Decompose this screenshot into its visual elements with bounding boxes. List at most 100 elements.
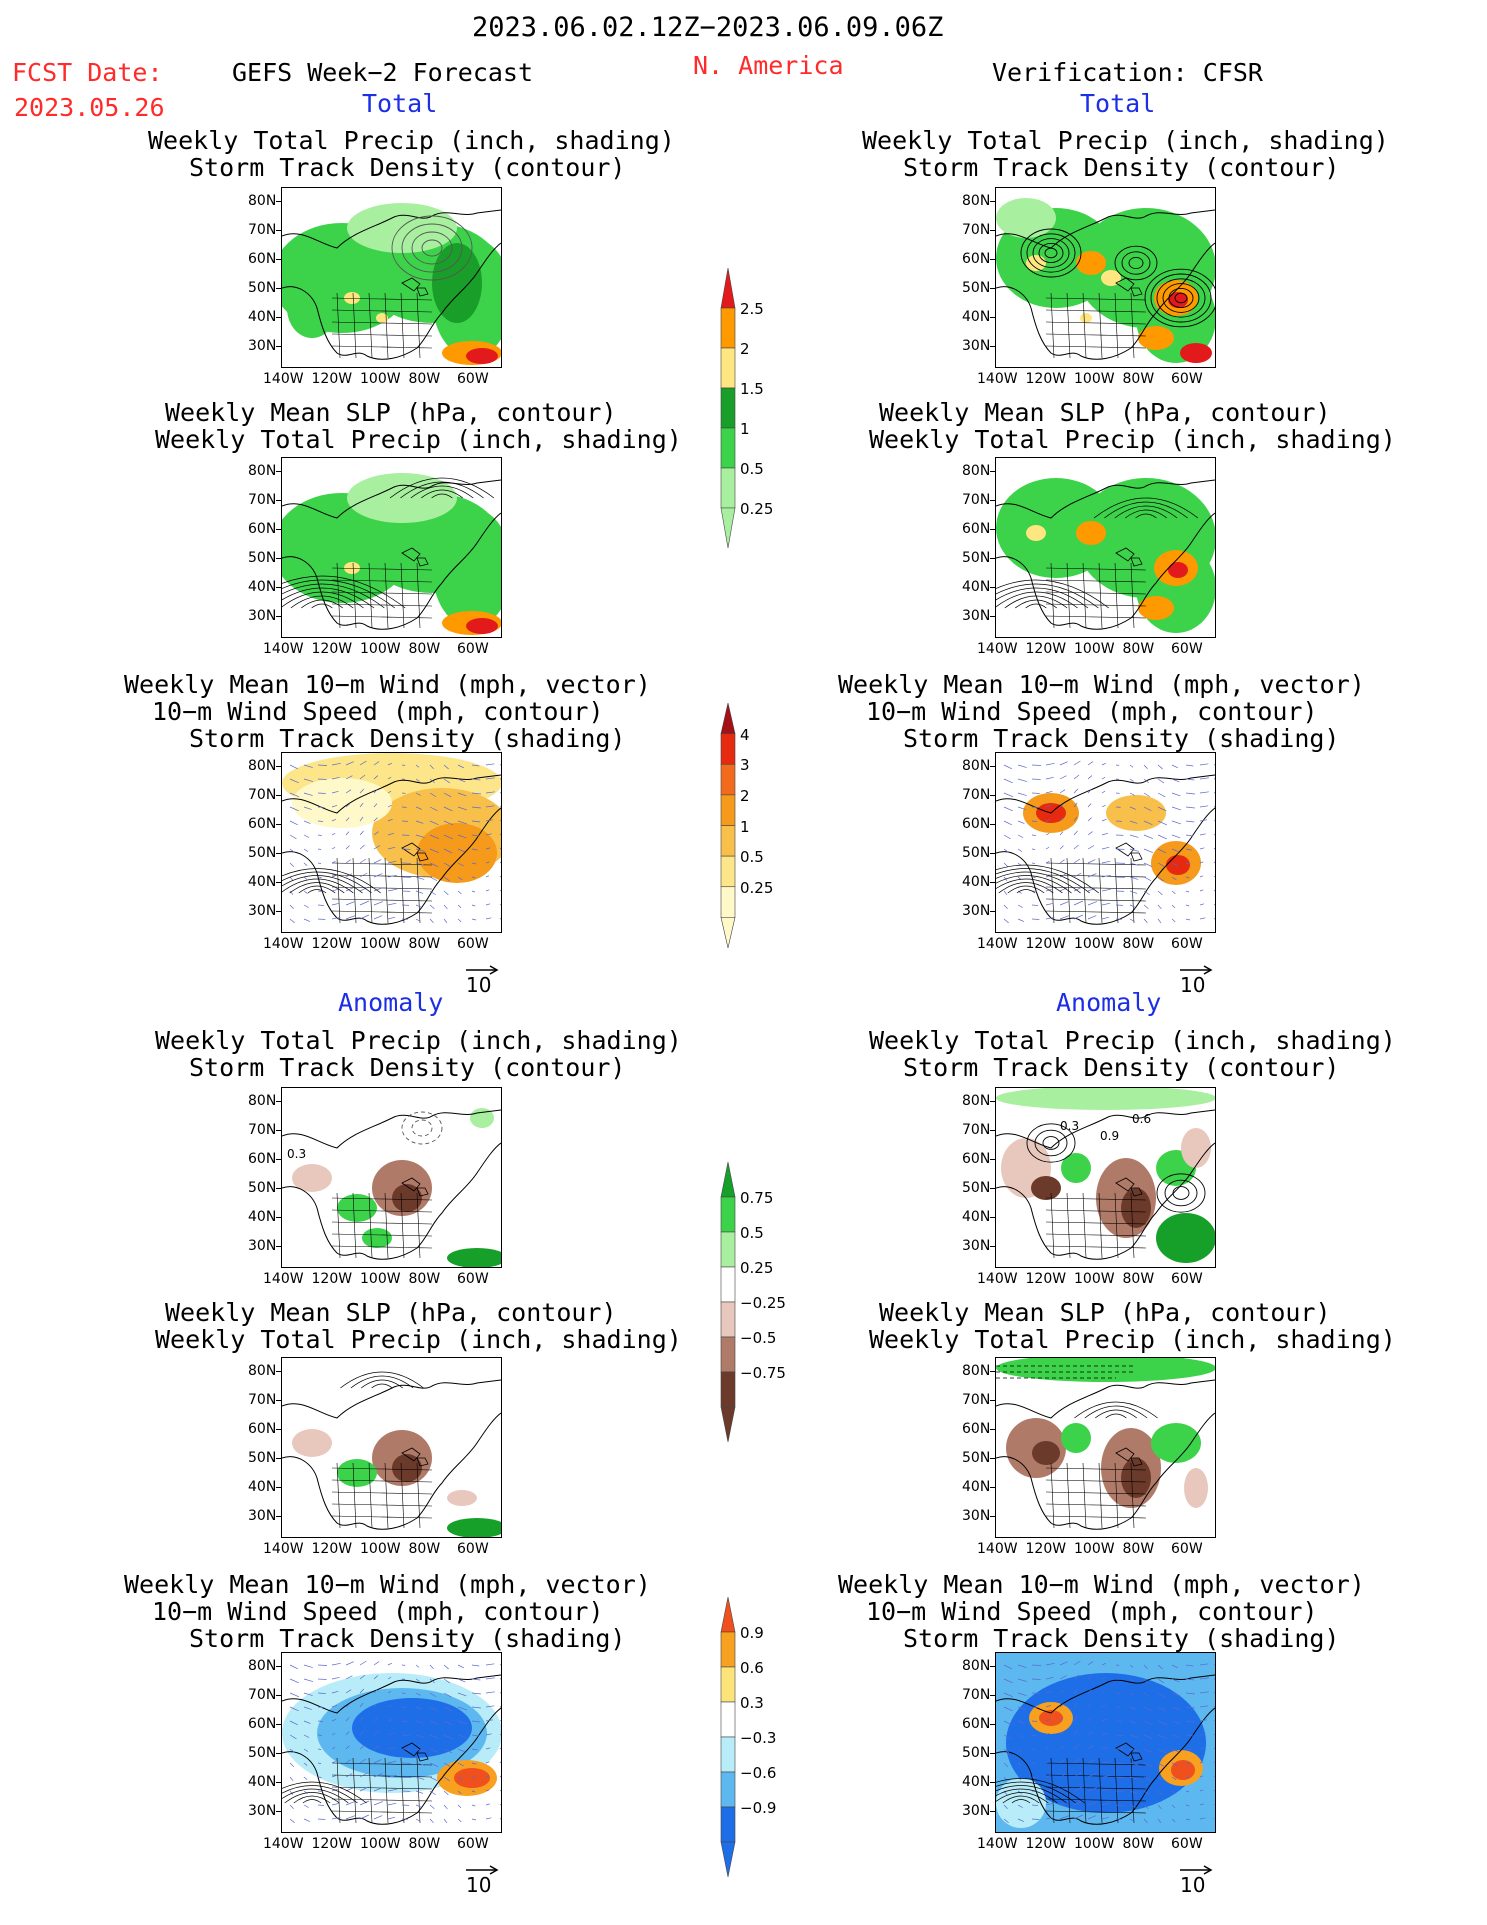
contour-value-label: 0.6 [1132, 1112, 1152, 1126]
lon-label: 80W [1122, 1541, 1155, 1557]
lat-label: 50N [962, 845, 991, 861]
colorbar-label: 0.25 [740, 1259, 774, 1277]
lat-label: 60N [962, 1151, 991, 1167]
lon-label: 120W [311, 1271, 353, 1287]
axis-tick [276, 1458, 281, 1459]
axis-tick [276, 795, 281, 796]
colorbar-label: 2.5 [740, 300, 764, 318]
vector-ref-arrow-icon [1180, 1865, 1213, 1875]
lat-label: 40N [962, 579, 991, 595]
lon-label: 120W [1025, 371, 1067, 387]
axis-tick [990, 911, 995, 912]
lat-label: 40N [962, 874, 991, 890]
lon-label: 100W [1074, 1836, 1115, 1852]
axis-tick [276, 1130, 281, 1131]
fcst-date-label: FCST Date: [12, 58, 163, 87]
anomaly-label-right: Anomaly [1056, 988, 1162, 1017]
lat-label: 70N [962, 1122, 991, 1138]
axis-tick [276, 346, 281, 347]
lat-label: 50N [248, 845, 277, 861]
lon-label: 60W [457, 1836, 489, 1852]
colorbar-label: −0.5 [740, 1329, 777, 1347]
axis-tick [276, 317, 281, 318]
axis-tick [990, 766, 995, 767]
lat-label: 70N [248, 1392, 277, 1408]
axis-tick [990, 1782, 995, 1783]
axis-tick [990, 853, 995, 854]
colorbar-label: −0.25 [740, 1294, 786, 1312]
colorbar-label: 0.5 [740, 848, 764, 867]
lon-label: 100W [360, 1541, 401, 1557]
lat-label: 50N [248, 280, 277, 296]
vector-ref-l6: 10 [466, 1865, 499, 1897]
lat-label: 50N [248, 1450, 277, 1466]
lat-label: 30N [248, 608, 277, 624]
colorbar-graphic [720, 1162, 736, 1442]
map-graphic [996, 458, 1215, 637]
lon-label: 80W [1122, 371, 1155, 387]
axis-tick [990, 529, 995, 530]
lon-label: 140W [977, 1836, 1018, 1852]
lon-label: 120W [1025, 1836, 1067, 1852]
axis-tick [276, 1246, 281, 1247]
lon-label: 120W [1025, 1541, 1067, 1557]
axis-tick [276, 1811, 281, 1812]
axis-tick [276, 616, 281, 617]
lat-label: 70N [962, 787, 991, 803]
lat-label: 80N [962, 1093, 991, 1109]
lat-label: 50N [248, 550, 277, 566]
lon-label: 100W [360, 641, 401, 657]
contour-value-label: 0.3 [1060, 1119, 1080, 1133]
colorbar-label: 3 [740, 756, 750, 775]
axis-tick [990, 616, 995, 617]
colorbar-graphic [720, 268, 736, 548]
lon-label: 60W [457, 1271, 489, 1287]
colorbar-graphic [720, 703, 736, 948]
anomaly-label-left: Anomaly [338, 988, 444, 1017]
lon-label: 60W [1171, 641, 1203, 657]
axis-tick [990, 1246, 995, 1247]
axis-tick [276, 882, 281, 883]
vector-ref-arrow-icon [1180, 965, 1213, 975]
colorbar-label: 0.5 [740, 460, 764, 478]
axis-tick [990, 1753, 995, 1754]
axis-tick [990, 1400, 995, 1401]
axis-tick [276, 1217, 281, 1218]
vector-ref-r6: 10 [1180, 1865, 1213, 1897]
lat-label: 50N [962, 280, 991, 296]
lon-label: 100W [1074, 1541, 1115, 1557]
axis-tick [990, 558, 995, 559]
lon-label: 120W [1025, 641, 1067, 657]
axis-tick [276, 558, 281, 559]
lat-label: 80N [962, 758, 991, 774]
lon-label: 60W [457, 371, 489, 387]
lon-label: 60W [457, 936, 489, 952]
lon-label: 80W [1122, 641, 1155, 657]
axis-tick [276, 587, 281, 588]
lon-label: 60W [1171, 1271, 1203, 1287]
axis-tick [276, 1429, 281, 1430]
lon-label: 80W [408, 371, 441, 387]
axis-tick [990, 1666, 995, 1667]
lon-label: 140W [263, 371, 304, 387]
axis-tick [276, 1516, 281, 1517]
lat-label: 80N [248, 758, 277, 774]
axis-tick [276, 1753, 281, 1754]
axis-tick [276, 500, 281, 501]
axis-tick [990, 1487, 995, 1488]
axis-tick [990, 1371, 995, 1372]
axis-tick [990, 1217, 995, 1218]
lat-label: 40N [248, 309, 277, 325]
lat-label: 40N [962, 1774, 991, 1790]
axis-tick [990, 587, 995, 588]
colorbar-label: 2 [740, 786, 750, 805]
total-label-left: Total [362, 89, 438, 118]
axis-tick [276, 824, 281, 825]
axis-tick [276, 766, 281, 767]
axis-tick [990, 1188, 995, 1189]
axis-tick [990, 1458, 995, 1459]
lon-label: 60W [457, 1541, 489, 1557]
right-column-title: Verification: CFSR [992, 58, 1263, 87]
lat-label: 40N [248, 874, 277, 890]
lon-label: 80W [408, 1541, 441, 1557]
